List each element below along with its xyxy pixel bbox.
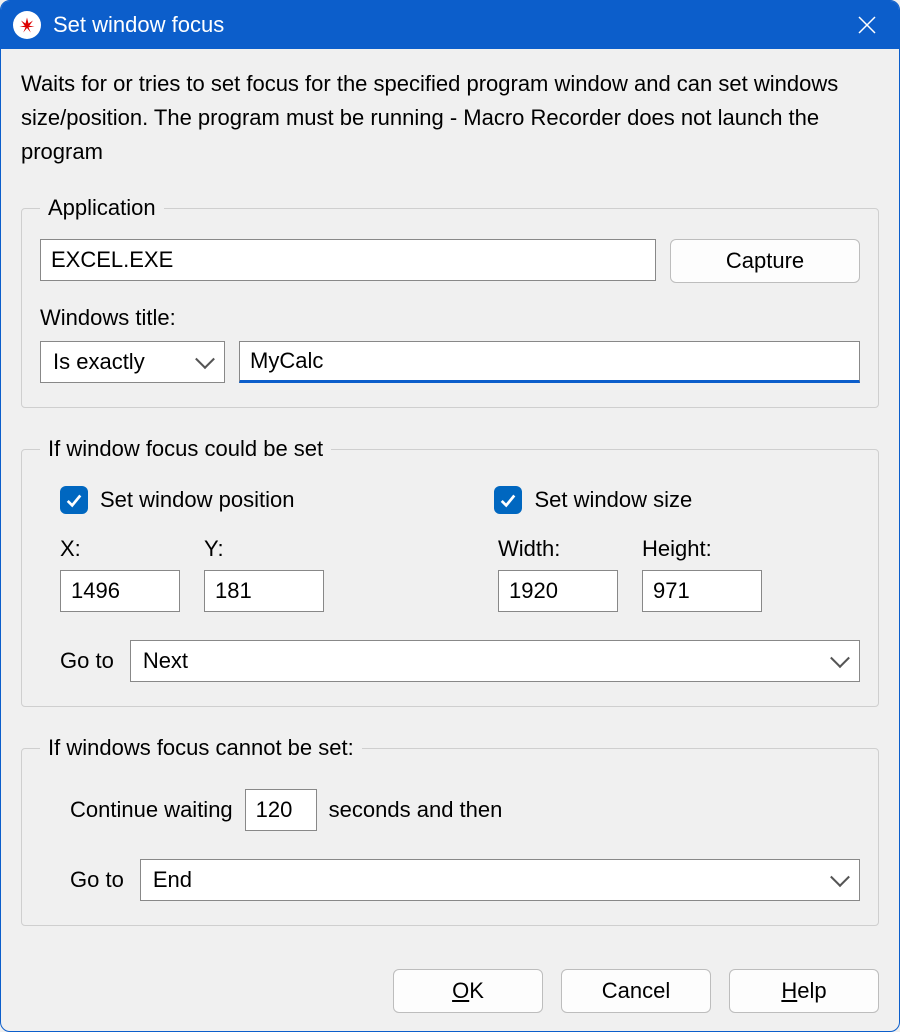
on-focus-group: If window focus could be set Set window … <box>21 436 879 707</box>
goto-success-value: Next <box>143 648 188 674</box>
titlebar: Set window focus <box>1 1 899 49</box>
title-match-mode-value: Is exactly <box>53 349 145 375</box>
width-label: Width: <box>498 536 618 562</box>
goto-success-select[interactable]: Next <box>130 640 860 682</box>
set-size-label: Set window size <box>534 487 692 513</box>
checkmark-icon <box>494 486 522 514</box>
dialog-footer: OK Cancel Help <box>21 959 879 1013</box>
application-legend: Application <box>40 195 164 221</box>
goto-fail-select[interactable]: End <box>140 859 860 901</box>
x-input[interactable] <box>60 570 180 612</box>
seconds-then-label: seconds and then <box>329 797 503 823</box>
goto-fail-label: Go to <box>70 867 124 893</box>
set-size-checkbox[interactable]: Set window size <box>494 486 692 514</box>
on-focus-legend: If window focus could be set <box>40 436 331 462</box>
window-title-input[interactable] <box>239 341 860 383</box>
x-label: X: <box>60 536 180 562</box>
title-match-mode-select[interactable]: Is exactly <box>40 341 225 383</box>
ok-button[interactable]: OK <box>393 969 543 1013</box>
dialog-window: Set window focus Waits for or tries to s… <box>0 0 900 1032</box>
capture-button[interactable]: Capture <box>670 239 860 283</box>
width-input[interactable] <box>498 570 618 612</box>
dialog-content: Waits for or tries to set focus for the … <box>1 49 899 1031</box>
cancel-button[interactable]: Cancel <box>561 969 711 1013</box>
windows-title-label: Windows title: <box>40 305 860 331</box>
y-label: Y: <box>204 536 324 562</box>
on-fail-group: If windows focus cannot be set: Continue… <box>21 735 879 926</box>
checkmark-icon <box>60 486 88 514</box>
description-text: Waits for or tries to set focus for the … <box>21 67 879 169</box>
application-group: Application Capture Windows title: Is ex… <box>21 195 879 408</box>
height-input[interactable] <box>642 570 762 612</box>
application-path-input[interactable] <box>40 239 656 281</box>
goto-fail-value: End <box>153 867 192 893</box>
help-label-rest: elp <box>797 978 826 1003</box>
help-button[interactable]: Help <box>729 969 879 1013</box>
continue-waiting-label: Continue waiting <box>70 797 233 823</box>
set-position-checkbox[interactable]: Set window position <box>60 486 294 514</box>
wait-seconds-input[interactable] <box>245 789 317 831</box>
on-fail-legend: If windows focus cannot be set: <box>40 735 362 761</box>
app-icon <box>13 11 41 39</box>
set-position-label: Set window position <box>100 487 294 513</box>
y-input[interactable] <box>204 570 324 612</box>
height-label: Height: <box>642 536 762 562</box>
goto-success-label: Go to <box>60 648 114 674</box>
window-title: Set window focus <box>53 12 847 38</box>
ok-label-rest: K <box>469 978 484 1003</box>
close-button[interactable] <box>847 5 887 45</box>
